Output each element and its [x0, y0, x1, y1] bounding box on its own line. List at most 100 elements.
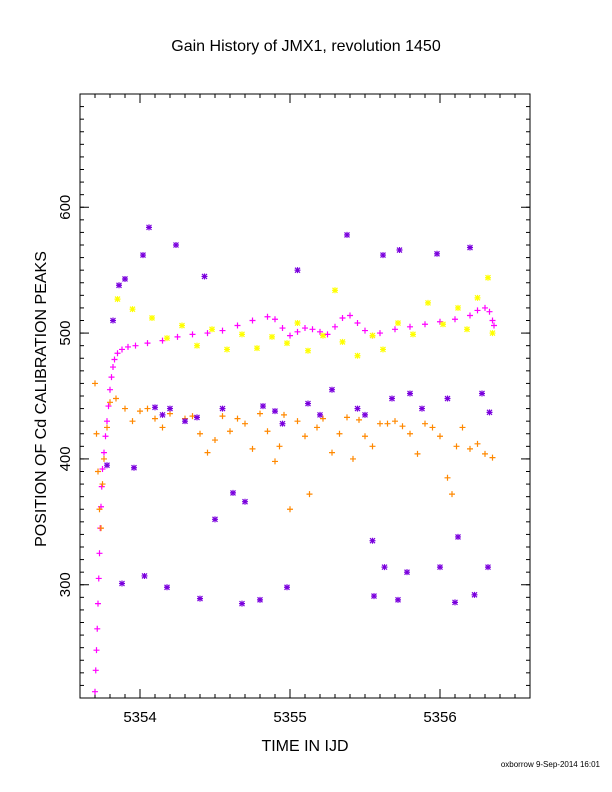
data-point	[354, 352, 361, 359]
data-point	[174, 333, 181, 340]
data-point	[414, 450, 421, 457]
data-point	[167, 410, 173, 417]
data-point	[272, 458, 278, 465]
data-point	[371, 593, 377, 600]
data-point	[486, 308, 493, 315]
data-point	[230, 489, 236, 496]
data-point	[239, 331, 245, 338]
data-point	[392, 418, 398, 425]
data-point	[419, 405, 425, 412]
data-point	[317, 328, 323, 335]
data-point	[159, 424, 166, 431]
data-point	[459, 424, 466, 431]
data-point	[260, 403, 266, 410]
data-point	[389, 395, 395, 402]
data-point	[96, 550, 103, 557]
data-point	[219, 405, 226, 412]
data-point	[234, 322, 241, 329]
data-point	[219, 327, 226, 334]
data-point	[164, 584, 170, 591]
data-point	[485, 274, 491, 281]
data-point	[189, 331, 196, 338]
data-point	[111, 356, 118, 363]
data-point	[452, 316, 458, 323]
data-point	[249, 445, 256, 452]
data-point	[287, 506, 293, 513]
data-point	[395, 320, 401, 327]
x-axis-label: TIME IN IJD	[261, 738, 349, 755]
minor-ticks	[79, 93, 531, 699]
data-point	[189, 413, 196, 420]
data-point	[104, 462, 110, 469]
data-point	[119, 346, 125, 353]
data-point	[474, 307, 481, 314]
data-point	[212, 437, 218, 444]
data-point	[279, 325, 286, 332]
data-point	[449, 491, 455, 498]
data-point	[92, 688, 98, 695]
data-point	[404, 569, 410, 576]
data-point	[113, 395, 119, 402]
data-point	[272, 316, 278, 323]
data-point	[320, 415, 326, 422]
data-point	[482, 304, 488, 311]
data-point	[224, 346, 230, 353]
data-point	[380, 252, 386, 259]
data-point	[434, 250, 440, 257]
data-point	[105, 403, 112, 410]
data-point	[344, 231, 350, 238]
data-point	[249, 317, 256, 324]
data-point	[264, 428, 271, 435]
data-point	[227, 428, 233, 435]
data-point	[92, 667, 99, 674]
data-point	[104, 418, 110, 425]
data-point	[425, 299, 431, 306]
data-point	[93, 430, 100, 437]
data-point	[369, 443, 376, 450]
data-point	[437, 433, 443, 440]
data-point	[429, 424, 436, 431]
data-point	[146, 224, 152, 231]
data-point	[453, 443, 460, 450]
series-0	[92, 304, 497, 695]
data-point	[276, 443, 283, 450]
data-point	[485, 564, 491, 571]
data-point	[95, 575, 102, 582]
data-point	[149, 314, 155, 321]
series-3	[104, 224, 493, 607]
data-point	[101, 455, 107, 462]
data-point	[467, 445, 473, 452]
data-point	[257, 596, 263, 603]
data-point	[324, 331, 331, 338]
data-point	[464, 326, 470, 333]
data-point	[95, 600, 101, 607]
data-point	[209, 326, 215, 333]
data-point	[384, 420, 391, 427]
y-tick-label: 400	[57, 446, 74, 471]
data-point	[482, 450, 488, 457]
data-point	[182, 418, 188, 425]
data-point	[347, 312, 353, 319]
data-point	[122, 405, 128, 412]
data-point	[377, 420, 383, 427]
series-1	[114, 274, 496, 359]
footer-credit: oxborrow 9-Sep-2014 16:01	[500, 760, 600, 769]
data-point	[339, 314, 346, 321]
data-point	[279, 420, 286, 427]
data-point	[474, 294, 481, 301]
data-point	[377, 330, 383, 337]
data-point	[116, 282, 122, 289]
data-point	[129, 306, 136, 313]
data-point	[129, 418, 136, 425]
x-tick-label: 5355	[273, 709, 306, 726]
data-point	[332, 323, 338, 330]
data-point	[395, 596, 401, 603]
data-point	[239, 600, 245, 607]
data-point	[332, 287, 338, 294]
data-point	[320, 332, 326, 339]
data-point	[212, 516, 218, 523]
data-point	[440, 321, 446, 328]
data-point	[125, 343, 131, 350]
data-point	[294, 418, 301, 425]
